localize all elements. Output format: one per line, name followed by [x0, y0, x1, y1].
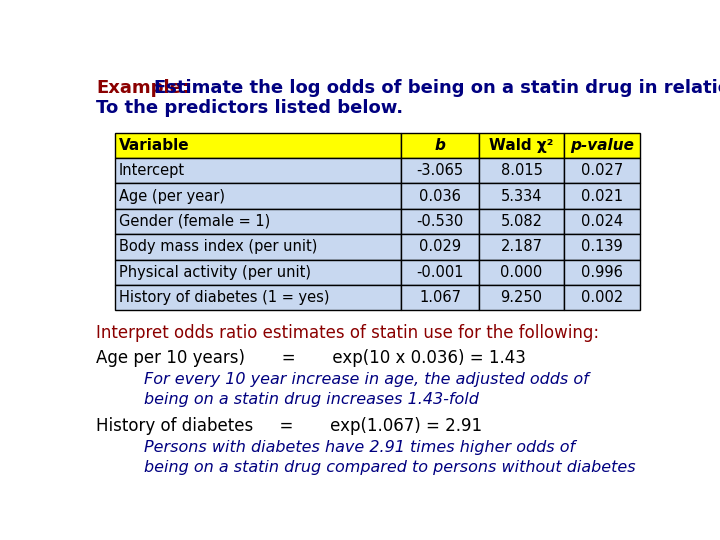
Bar — [479, 132, 564, 158]
Text: p-value: p-value — [570, 138, 634, 153]
Bar — [479, 285, 564, 310]
Bar — [479, 260, 564, 285]
Text: Interpret odds ratio estimates of statin use for the following:: Interpret odds ratio estimates of statin… — [96, 325, 599, 342]
Bar — [114, 260, 401, 285]
Text: 0.000: 0.000 — [500, 265, 543, 280]
Text: being on a statin drug compared to persons without diabetes: being on a statin drug compared to perso… — [144, 460, 636, 475]
Text: 5.082: 5.082 — [500, 214, 542, 229]
Text: -0.001: -0.001 — [416, 265, 464, 280]
Text: 1.067: 1.067 — [419, 290, 461, 305]
Bar — [401, 158, 479, 184]
Text: 0.027: 0.027 — [581, 163, 624, 178]
Text: -0.530: -0.530 — [416, 214, 464, 229]
Text: Age (per year): Age (per year) — [119, 188, 225, 204]
Text: Persons with diabetes have 2.91 times higher odds of: Persons with diabetes have 2.91 times hi… — [144, 440, 575, 455]
Bar — [114, 234, 401, 260]
Text: 8.015: 8.015 — [500, 163, 542, 178]
Text: Intercept: Intercept — [119, 163, 185, 178]
Bar — [479, 158, 564, 184]
Bar — [564, 132, 640, 158]
Text: 2.187: 2.187 — [500, 239, 542, 254]
Bar — [114, 209, 401, 234]
Bar — [114, 285, 401, 310]
Text: Body mass index (per unit): Body mass index (per unit) — [119, 239, 317, 254]
Bar — [114, 158, 401, 184]
Text: 5.334: 5.334 — [500, 188, 542, 204]
Bar — [564, 158, 640, 184]
Text: -3.065: -3.065 — [416, 163, 464, 178]
Bar — [401, 184, 479, 209]
Text: For every 10 year increase in age, the adjusted odds of: For every 10 year increase in age, the a… — [144, 372, 589, 387]
Bar — [479, 184, 564, 209]
Bar — [401, 209, 479, 234]
Text: 9.250: 9.250 — [500, 290, 542, 305]
Bar — [401, 234, 479, 260]
Text: Gender (female = 1): Gender (female = 1) — [119, 214, 270, 229]
Bar — [479, 234, 564, 260]
Text: 0.139: 0.139 — [581, 239, 623, 254]
Bar — [114, 184, 401, 209]
Text: History of diabetes     =       exp(1.067) = 2.91: History of diabetes = exp(1.067) = 2.91 — [96, 417, 482, 435]
Bar — [401, 132, 479, 158]
Text: being on a statin drug increases 1.43-fold: being on a statin drug increases 1.43-fo… — [144, 392, 479, 407]
Text: Physical activity (per unit): Physical activity (per unit) — [119, 265, 310, 280]
Text: Example:: Example: — [96, 79, 189, 97]
Text: b: b — [435, 138, 446, 153]
Bar — [479, 209, 564, 234]
Text: 0.996: 0.996 — [581, 265, 623, 280]
Text: Wald χ²: Wald χ² — [490, 138, 554, 153]
Bar — [564, 285, 640, 310]
Bar — [564, 260, 640, 285]
Bar — [401, 260, 479, 285]
Bar — [114, 132, 401, 158]
Bar — [564, 234, 640, 260]
Text: 0.029: 0.029 — [419, 239, 461, 254]
Text: 0.021: 0.021 — [581, 188, 624, 204]
Text: To the predictors listed below.: To the predictors listed below. — [96, 99, 403, 117]
Bar — [564, 184, 640, 209]
Text: Estimate the log odds of being on a statin drug in relation: Estimate the log odds of being on a stat… — [154, 79, 720, 97]
Text: 0.002: 0.002 — [581, 290, 624, 305]
Text: Variable: Variable — [119, 138, 189, 153]
Bar — [401, 285, 479, 310]
Text: History of diabetes (1 = yes): History of diabetes (1 = yes) — [119, 290, 329, 305]
Text: 0.036: 0.036 — [419, 188, 461, 204]
Text: 0.024: 0.024 — [581, 214, 624, 229]
Bar — [564, 209, 640, 234]
Text: Age per 10 years)       =       exp(10 x 0.036) = 1.43: Age per 10 years) = exp(10 x 0.036) = 1.… — [96, 349, 526, 367]
